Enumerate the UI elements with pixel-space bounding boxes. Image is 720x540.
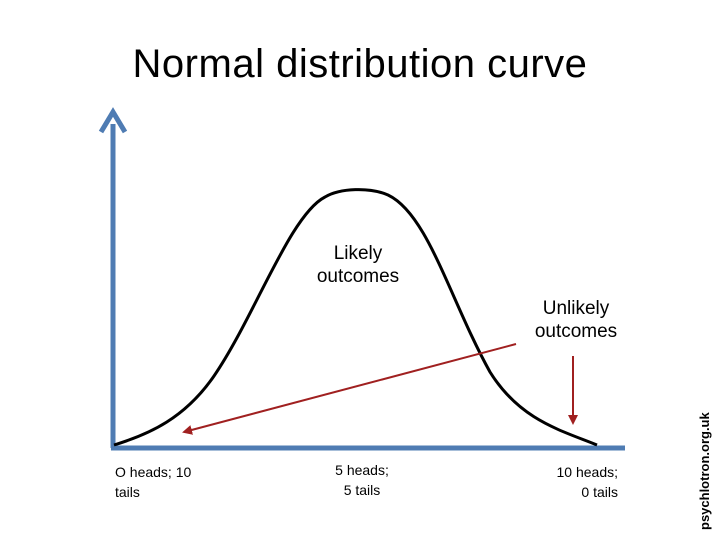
tick-label-left: O heads; 10 tails (115, 464, 192, 500)
y-axis-arrowhead (98, 107, 128, 134)
unlikely-arrow-left (182, 343, 517, 435)
diagram-title: Normal distribution curve (132, 42, 588, 86)
bell-curve (113, 188, 598, 447)
tick-label-right: 10 heads; 0 tails (556, 464, 619, 500)
unlikely-outcomes-label: Unlikely outcomes (534, 298, 618, 342)
credit-watermark: psychlotron.org.uk (697, 412, 712, 530)
tick-label-middle: 5 heads; 5 tails (335, 462, 389, 498)
likely-outcomes-label: Likely outcomes (316, 243, 400, 287)
